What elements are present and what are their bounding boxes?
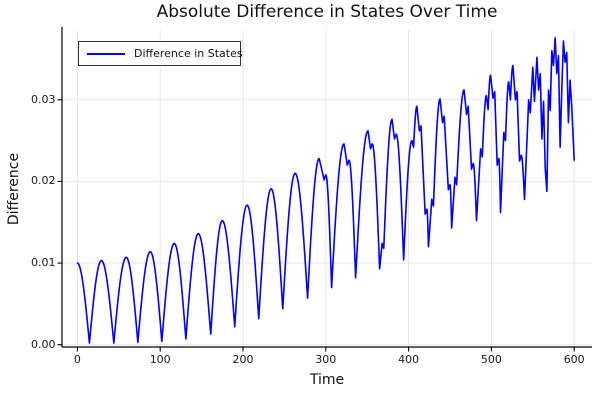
axis-ticks xyxy=(57,99,575,352)
difference-line xyxy=(76,36,575,344)
legend-box: Difference in States xyxy=(78,41,243,66)
y-tick-label: 0.03 xyxy=(31,92,56,106)
y-tick-label: 0.00 xyxy=(31,337,56,351)
x-tick-label: 500 xyxy=(480,353,502,366)
x-tick-label: 400 xyxy=(398,353,420,366)
y-tick-label: 0.02 xyxy=(31,174,56,188)
y-tick-label: 0.01 xyxy=(31,256,56,270)
axis-spines xyxy=(61,27,592,348)
x-tick-label: 200 xyxy=(232,353,254,366)
x-axis-label: Time xyxy=(309,372,345,388)
x-tick-label: 0 xyxy=(73,353,81,366)
legend-line-sample xyxy=(87,52,125,55)
chart-title: Absolute Difference in States Over Time xyxy=(156,2,498,22)
x-tick-label: 100 xyxy=(149,353,171,366)
y-axis-label: Difference xyxy=(6,152,22,226)
legend-entry-label: Difference in States xyxy=(134,47,243,60)
x-tick-label: 600 xyxy=(563,353,585,366)
x-tick-label: 300 xyxy=(315,353,337,366)
